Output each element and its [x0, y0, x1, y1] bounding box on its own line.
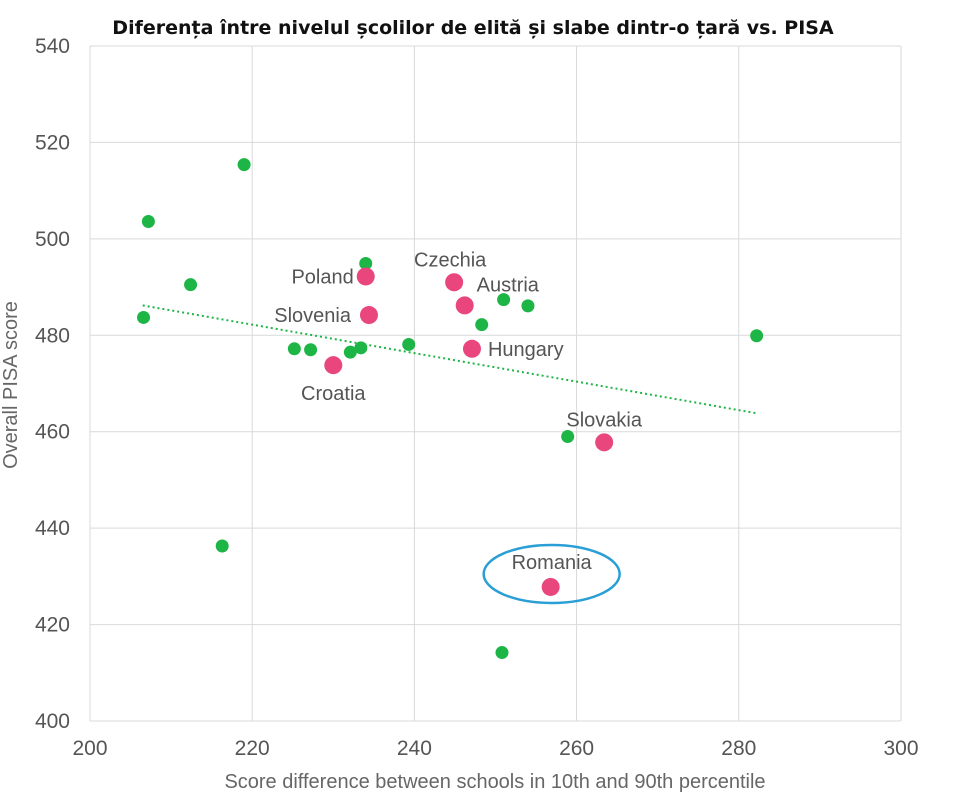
data-point	[215, 539, 229, 553]
x-tick-label: 300	[883, 737, 918, 760]
trendline	[142, 304, 758, 415]
x-tick-label: 260	[559, 737, 594, 760]
y-tick-label: 500	[35, 228, 70, 251]
x-axis-label: Score difference between schools in 10th…	[224, 771, 765, 793]
data-point	[137, 310, 151, 324]
data-point	[359, 256, 373, 270]
y-tick-label: 480	[35, 324, 70, 347]
point-label-austria: Austria	[477, 274, 540, 296]
x-tick-label: 240	[397, 737, 432, 760]
data-point-poland	[356, 267, 375, 286]
data-point	[402, 337, 416, 351]
data-point	[495, 646, 509, 660]
data-point	[521, 299, 535, 313]
data-point	[184, 278, 198, 292]
data-point-austria	[455, 296, 474, 315]
data-point	[141, 215, 155, 228]
point-label-slovakia: Slovakia	[566, 409, 642, 431]
point-labels: Poland Slovenia Croatia Czechia Austria Hunga…	[274, 249, 643, 574]
data-point	[287, 342, 301, 356]
data-point-hungary	[462, 339, 481, 358]
chart-title: Diferența între nivelul școlilor de elit…	[112, 17, 834, 39]
x-tick-label: 220	[235, 737, 270, 760]
data-point-slovakia	[595, 433, 614, 452]
romania-callout-ellipse	[482, 543, 621, 605]
y-tick-label: 420	[35, 614, 70, 637]
y-tick-label: 540	[35, 35, 70, 58]
x-tick-label: 200	[72, 737, 107, 760]
x-axis-ticks: 200 220 240 260 280 300	[72, 737, 918, 760]
point-label-hungary: Hungary	[488, 339, 564, 361]
y-tick-label: 520	[35, 131, 70, 154]
data-point	[497, 293, 511, 307]
data-point	[561, 430, 575, 444]
x-tick-label: 280	[721, 737, 756, 760]
grid	[89, 45, 902, 722]
data-point	[475, 318, 489, 332]
y-tick-label: 460	[35, 421, 70, 444]
data-point	[237, 158, 251, 172]
point-label-slovenia: Slovenia	[274, 305, 352, 327]
point-label-czechia: Czechia	[414, 249, 487, 271]
data-point	[354, 341, 368, 355]
y-axis-ticks: 400 420 440 460 480 500 520 540	[35, 35, 70, 733]
data-point-romania	[541, 577, 560, 596]
data-point-czechia	[445, 273, 464, 292]
y-axis-label: Overall PISA score	[0, 301, 22, 469]
data-point	[343, 345, 357, 359]
point-label-romania: Romania	[512, 552, 593, 574]
y-tick-label: 400	[35, 710, 70, 733]
point-label-croatia: Croatia	[301, 383, 366, 405]
data-point-slovenia	[359, 306, 378, 325]
data-point-croatia	[324, 356, 343, 375]
data-point	[750, 329, 764, 343]
point-label-poland: Poland	[291, 266, 353, 288]
data-points	[137, 158, 764, 660]
y-tick-label: 440	[35, 517, 70, 540]
data-point	[304, 343, 318, 357]
